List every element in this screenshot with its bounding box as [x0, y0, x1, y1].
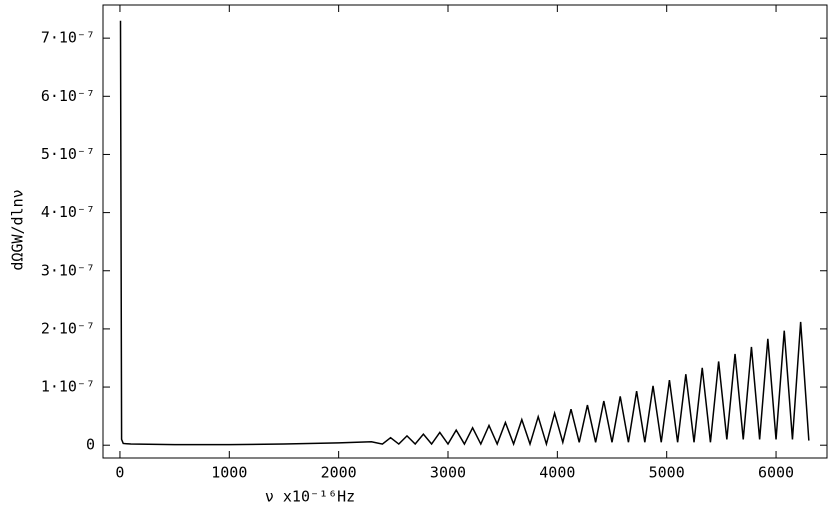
y-axis-label: dΩGW/dlnν	[9, 189, 27, 270]
x-tick-label: 6000	[758, 464, 794, 482]
data-line	[119, 20, 810, 447]
y-tick-label: 0	[86, 436, 95, 454]
x-tick-label: 3000	[430, 464, 466, 482]
y-tick-label: 2·10⁻⁷	[41, 319, 95, 337]
x-axis-label: ν x10⁻¹⁶Hz	[265, 488, 355, 506]
y-tick-label: 6·10⁻⁷	[41, 87, 95, 105]
y-tick-label: 4·10⁻⁷	[41, 203, 95, 221]
x-tick-label: 5000	[649, 464, 685, 482]
y-tick-label: 1·10⁻⁷	[41, 378, 95, 396]
x-tick-label: 0	[115, 464, 124, 482]
x-tick-label: 2000	[321, 464, 357, 482]
y-tick-label: 3·10⁻⁷	[41, 261, 95, 279]
x-tick-label: 4000	[539, 464, 575, 482]
y-tick-label: 7·10⁻⁷	[41, 29, 95, 47]
x-tick-label: 1000	[211, 464, 247, 482]
plot-frame	[102, 4, 828, 459]
y-tick-label: 5·10⁻⁷	[41, 145, 95, 163]
